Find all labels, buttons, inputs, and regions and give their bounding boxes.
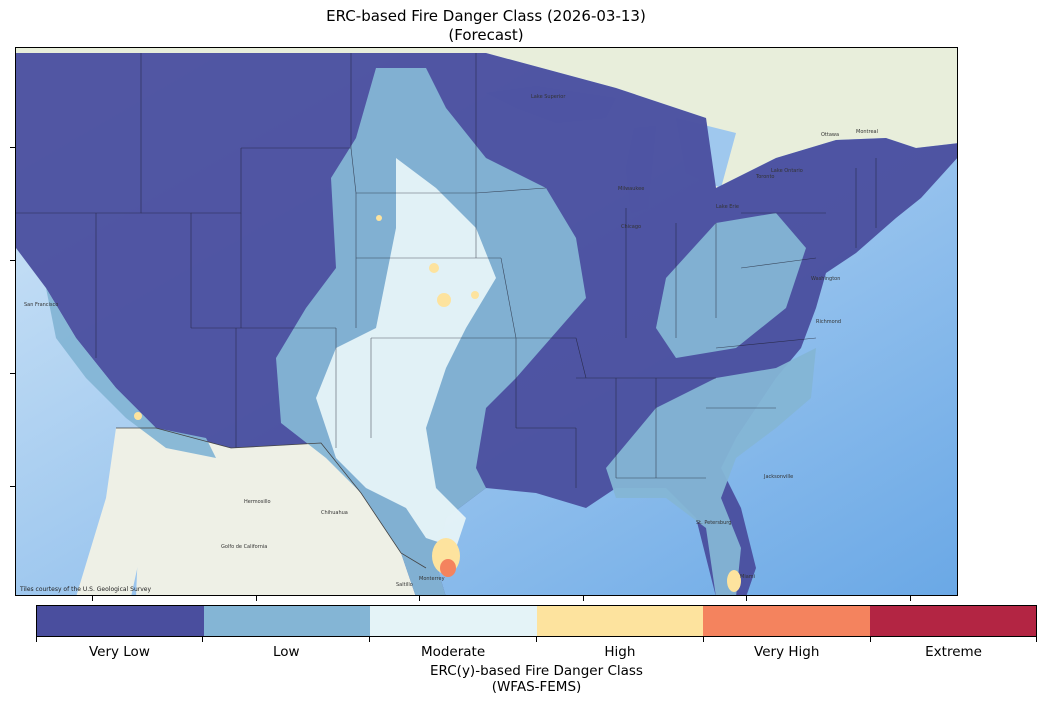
x-tick xyxy=(910,596,911,601)
y-tick xyxy=(10,147,15,148)
x-tick xyxy=(256,596,257,601)
basemap-label: Jacksonville xyxy=(763,474,793,480)
colorbar-label: Very High xyxy=(754,644,820,660)
chart-title: ERC-based Fire Danger Class (2026-03-13)… xyxy=(0,7,972,45)
class-high-spot xyxy=(429,263,439,273)
colorbar-label: Moderate xyxy=(420,644,486,660)
basemap-label: Montreal xyxy=(856,129,878,135)
class-low-region-california xyxy=(46,288,216,458)
basemap-label: Lake Erie xyxy=(716,204,739,210)
basemap-label: St. Petersburg xyxy=(696,520,731,526)
colorbar xyxy=(36,605,1037,637)
colorbar-tick xyxy=(703,637,704,642)
colorbar-tick xyxy=(870,637,871,642)
basemap-label: Toronto xyxy=(755,174,774,180)
x-tick xyxy=(92,596,93,601)
title-line-1: ERC-based Fire Danger Class (2026-03-13) xyxy=(326,7,646,25)
baja-land xyxy=(76,428,156,595)
class-high-spot xyxy=(437,293,451,307)
state-borders xyxy=(16,53,877,488)
class-low-region-southeast xyxy=(606,348,816,595)
colorbar-segment-extreme xyxy=(869,606,1036,636)
class-moderate-region xyxy=(316,158,496,548)
basemap-label: Monterrey xyxy=(419,576,445,582)
basemap-label: Miami xyxy=(740,574,755,580)
y-tick xyxy=(10,260,15,261)
colorbar-label: Low xyxy=(272,644,300,660)
colorbar-segment-high xyxy=(536,606,703,636)
class-high-spot xyxy=(134,412,142,420)
colorbar-tick xyxy=(1036,637,1037,642)
basemap-label: Golfo de California xyxy=(221,544,267,550)
basemap-label: Chihuahua xyxy=(321,510,348,516)
basemap-labels: San Francisco Hermosillo Chihuahua Monte… xyxy=(24,94,878,588)
basemap-label: Lake Ontario xyxy=(771,168,803,174)
fire-danger-map: San Francisco Hermosillo Chihuahua Monte… xyxy=(16,48,957,595)
basemap-label: Ottawa xyxy=(821,132,839,138)
basemap-label: Saltillo xyxy=(396,582,413,588)
x-tick xyxy=(583,596,584,601)
basemap-label: Richmond xyxy=(816,319,841,325)
basemap-label: Washington xyxy=(811,276,840,282)
colorbar-tick xyxy=(369,637,370,642)
class-high-spot xyxy=(376,215,382,221)
colorbar-tick xyxy=(202,637,203,642)
basemap-label: San Francisco xyxy=(24,302,58,308)
y-tick xyxy=(10,373,15,374)
class-high-spot xyxy=(727,570,741,592)
colorbar-title-line-1: ERC(y)-based Fire Danger Class xyxy=(430,663,643,679)
y-tick xyxy=(10,486,15,487)
colorbar-label: Extreme xyxy=(925,644,982,660)
class-very-high-spot xyxy=(440,559,456,577)
class-high-spot xyxy=(471,291,479,299)
colorbar-tick xyxy=(36,637,37,642)
colorbar-segment-moderate xyxy=(370,606,537,636)
colorbar-ticks xyxy=(36,637,1037,642)
map-panel[interactable]: San Francisco Hermosillo Chihuahua Monte… xyxy=(15,47,958,596)
colorbar-title: ERC(y)-based Fire Danger Class (WFAS-FEM… xyxy=(36,663,1037,695)
basemap-label: Chicago xyxy=(621,224,641,230)
us-mexico-border xyxy=(116,427,427,569)
colorbar-segment-low xyxy=(203,606,370,636)
colorbar-label: Very Low xyxy=(88,644,150,660)
colorbar-label: High xyxy=(604,644,636,660)
colorbar-tick xyxy=(536,637,537,642)
colorbar-segment-very-low xyxy=(37,606,204,636)
class-low-region-ohio xyxy=(656,213,806,358)
basemap-label: Milwaukee xyxy=(618,186,644,192)
title-line-2: (Forecast) xyxy=(448,26,524,44)
mexico-land xyxy=(136,428,441,595)
x-tick xyxy=(419,596,420,601)
x-tick xyxy=(746,596,747,601)
basemap-label: Lake Superior xyxy=(531,94,566,100)
colorbar-segment-very-high xyxy=(703,606,870,636)
colorbar-title-line-2: (WFAS-FEMS) xyxy=(491,679,582,695)
colorbar-labels: Very Low Low Moderate High Very High Ext… xyxy=(36,644,1037,662)
map-attribution: Tiles courtesy of the U.S. Geological Su… xyxy=(20,586,152,593)
basemap-label: Hermosillo xyxy=(244,499,271,505)
